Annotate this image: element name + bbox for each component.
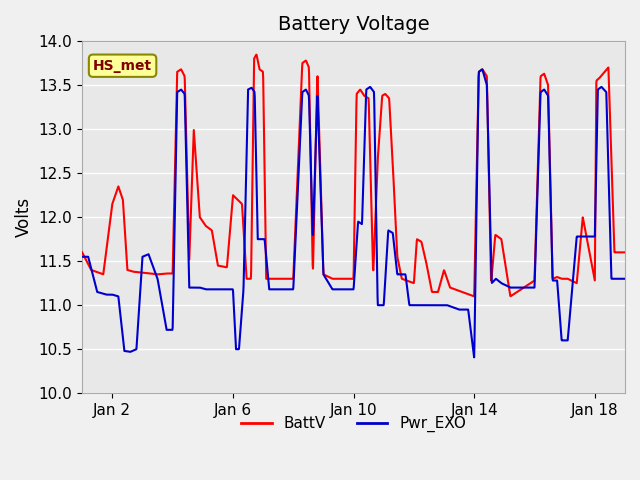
Legend: BattV, Pwr_EXO: BattV, Pwr_EXO: [235, 410, 472, 438]
Text: HS_met: HS_met: [93, 59, 152, 72]
Title: Battery Voltage: Battery Voltage: [278, 15, 429, 34]
Y-axis label: Volts: Volts: [15, 197, 33, 237]
